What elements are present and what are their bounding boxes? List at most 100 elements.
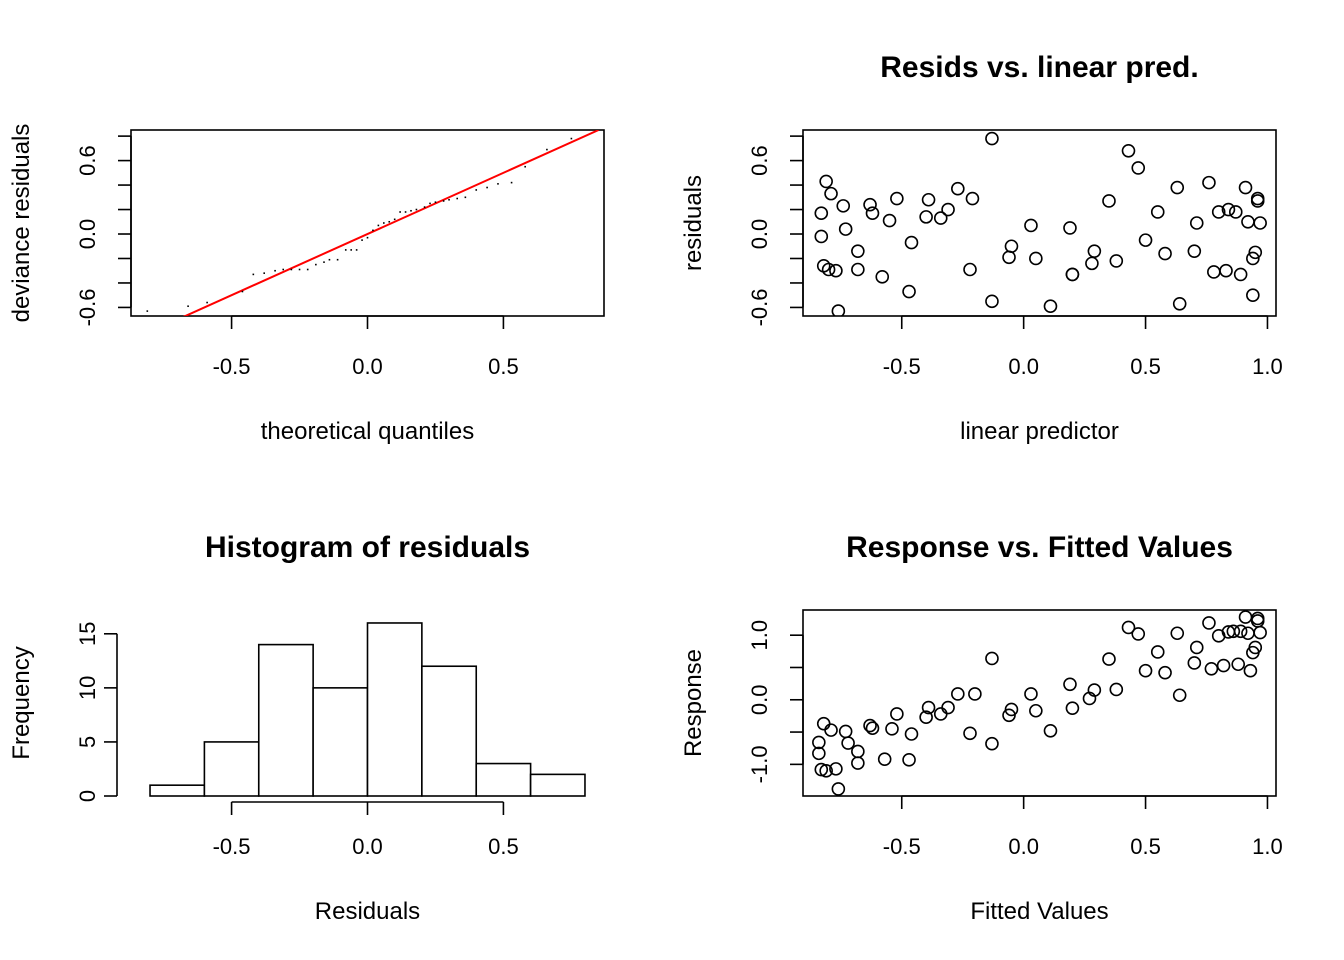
x-tick-label: 0.5 xyxy=(488,834,519,859)
data-point xyxy=(836,199,851,213)
data-point xyxy=(1238,180,1253,195)
data-point xyxy=(829,762,843,776)
data-point xyxy=(831,304,846,316)
y-tick-label: 0.6 xyxy=(75,145,100,176)
data-point xyxy=(814,229,829,244)
data-point xyxy=(1216,658,1231,673)
chart-title: Response vs. Fitted Values xyxy=(846,531,1233,564)
data-point xyxy=(965,191,980,206)
x-tick-label: -0.5 xyxy=(883,354,921,379)
x-tick-label: 0.5 xyxy=(1130,354,1161,379)
data-point xyxy=(985,294,999,309)
data-point xyxy=(904,727,919,741)
reference-line xyxy=(182,130,599,316)
y-axis-title: deviance residuals xyxy=(8,124,35,323)
data-point xyxy=(372,229,374,232)
data-point xyxy=(821,262,836,277)
data-point xyxy=(812,735,826,750)
data-point xyxy=(388,220,391,223)
data-point xyxy=(819,764,833,778)
data-point xyxy=(902,284,916,299)
data-point xyxy=(393,218,396,221)
data-point xyxy=(1221,202,1236,217)
data-point xyxy=(882,213,897,228)
y-axis-title: Frequency xyxy=(8,646,35,759)
data-point xyxy=(323,261,325,263)
x-tick-label: -0.5 xyxy=(213,834,251,859)
data-point xyxy=(429,202,431,205)
y-tick-label: -1.0 xyxy=(747,745,772,783)
data-point xyxy=(1065,701,1080,715)
histogram-bar xyxy=(149,784,206,797)
data-point xyxy=(1187,244,1202,258)
data-point xyxy=(298,268,301,271)
y-tick-label: -0.6 xyxy=(75,288,100,326)
data-point xyxy=(1004,702,1019,717)
data-point xyxy=(1233,624,1248,639)
data-points xyxy=(146,130,599,316)
data-point xyxy=(829,263,843,278)
data-point xyxy=(1172,296,1187,311)
data-point xyxy=(824,186,838,201)
x-tick-label: -0.5 xyxy=(213,354,251,379)
data-point xyxy=(985,736,999,751)
y-tick-label: 1.0 xyxy=(747,620,772,651)
data-point xyxy=(206,301,208,304)
response-vs-fitted-panel: Response vs. Fitted Values -0.5 0.0 0.5 1.0 -… xyxy=(680,531,1283,925)
data-point xyxy=(865,721,880,735)
residual-histogram-panel: Histogram of residuals -0.5 0.0 0.5 0 5 10 15 Re… xyxy=(8,531,586,925)
histogram-bar xyxy=(366,622,423,797)
data-point xyxy=(1248,640,1263,655)
data-point xyxy=(290,268,293,271)
data-point xyxy=(274,269,276,272)
data-point xyxy=(951,687,965,701)
data-point xyxy=(890,191,904,206)
data-point xyxy=(1043,723,1058,738)
data-point xyxy=(1189,640,1204,655)
chart-title: Histogram of residuals xyxy=(205,531,530,564)
data-point xyxy=(1002,708,1016,723)
data-point xyxy=(1131,161,1146,175)
data-point xyxy=(1109,682,1124,697)
data-point xyxy=(1087,244,1102,258)
data-point xyxy=(851,756,865,770)
data-point xyxy=(1158,665,1172,680)
data-point xyxy=(146,310,149,312)
x-axis-title: theoretical quantiles xyxy=(261,418,474,445)
data-point xyxy=(1158,246,1172,261)
data-point xyxy=(1246,251,1260,266)
data-point xyxy=(933,211,948,225)
histogram-bar xyxy=(203,741,260,797)
data-point xyxy=(1109,254,1124,268)
x-tick-label: 0.5 xyxy=(488,354,519,379)
x-axis-title: Residuals xyxy=(315,898,420,925)
data-point xyxy=(863,718,877,733)
data-point xyxy=(865,206,880,221)
data-point xyxy=(838,222,853,236)
data-point xyxy=(570,137,573,140)
data-point xyxy=(1138,663,1153,678)
y-tick-label: 0.0 xyxy=(75,219,100,250)
data-point xyxy=(1202,616,1216,630)
data-point xyxy=(350,249,352,251)
data-point xyxy=(1250,611,1265,626)
data-point xyxy=(902,753,916,767)
x-tick-label: -0.5 xyxy=(883,834,921,859)
data-point xyxy=(252,273,255,276)
data-point xyxy=(1121,620,1136,635)
data-point xyxy=(1024,687,1038,701)
data-point xyxy=(1102,194,1116,208)
data-point xyxy=(344,249,347,251)
data-point xyxy=(361,239,363,241)
x-axis-title: Fitted Values xyxy=(970,898,1108,925)
qq-plot-panel: -0.5 0.0 0.5 -0.6 0.0 0.6 theoretical quantile… xyxy=(8,124,605,445)
data-point xyxy=(1043,299,1058,314)
y-axis-title: residuals xyxy=(680,175,707,271)
data-point xyxy=(1170,626,1185,641)
data-point xyxy=(1250,191,1265,206)
data-point xyxy=(1029,251,1043,266)
data-point xyxy=(951,181,965,196)
data-point xyxy=(510,181,513,184)
histogram-bar xyxy=(529,773,586,797)
